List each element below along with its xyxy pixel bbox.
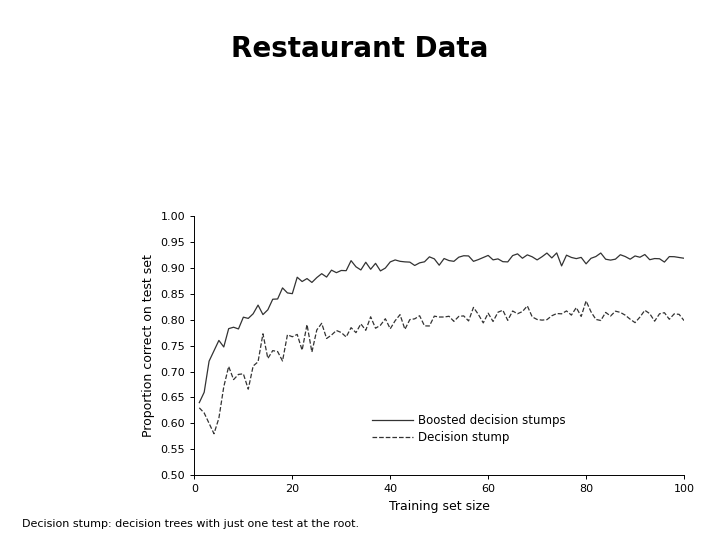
- Boosted decision stumps: [645, 256, 654, 263]
- Decision stump: [650, 318, 659, 325]
- Decision stump: [489, 318, 498, 325]
- Decision stump: [195, 404, 204, 411]
- Boosted decision stumps: [288, 291, 297, 297]
- Boosted decision stumps: [552, 249, 561, 256]
- Text: Decision stump: decision trees with just one test at the root.: Decision stump: decision trees with just…: [22, 519, 359, 529]
- Boosted decision stumps: [660, 259, 669, 265]
- Decision stump: [449, 318, 458, 325]
- Boosted decision stumps: [680, 255, 688, 261]
- X-axis label: Training set size: Training set size: [389, 500, 490, 513]
- Boosted decision stumps: [307, 279, 316, 286]
- Line: Decision stump: Decision stump: [199, 301, 684, 434]
- Decision stump: [210, 430, 218, 437]
- Decision stump: [665, 316, 674, 322]
- Decision stump: [312, 327, 321, 333]
- Text: Restaurant Data: Restaurant Data: [231, 35, 489, 63]
- Decision stump: [582, 298, 590, 304]
- Decision stump: [680, 318, 688, 324]
- Decision stump: [293, 331, 302, 338]
- Boosted decision stumps: [195, 400, 204, 406]
- Boosted decision stumps: [484, 252, 492, 259]
- Line: Boosted decision stumps: Boosted decision stumps: [199, 253, 684, 403]
- Y-axis label: Proportion correct on test set: Proportion correct on test set: [142, 254, 155, 437]
- Legend: Boosted decision stumps, Decision stump: Boosted decision stumps, Decision stump: [367, 409, 570, 449]
- Boosted decision stumps: [445, 258, 454, 264]
